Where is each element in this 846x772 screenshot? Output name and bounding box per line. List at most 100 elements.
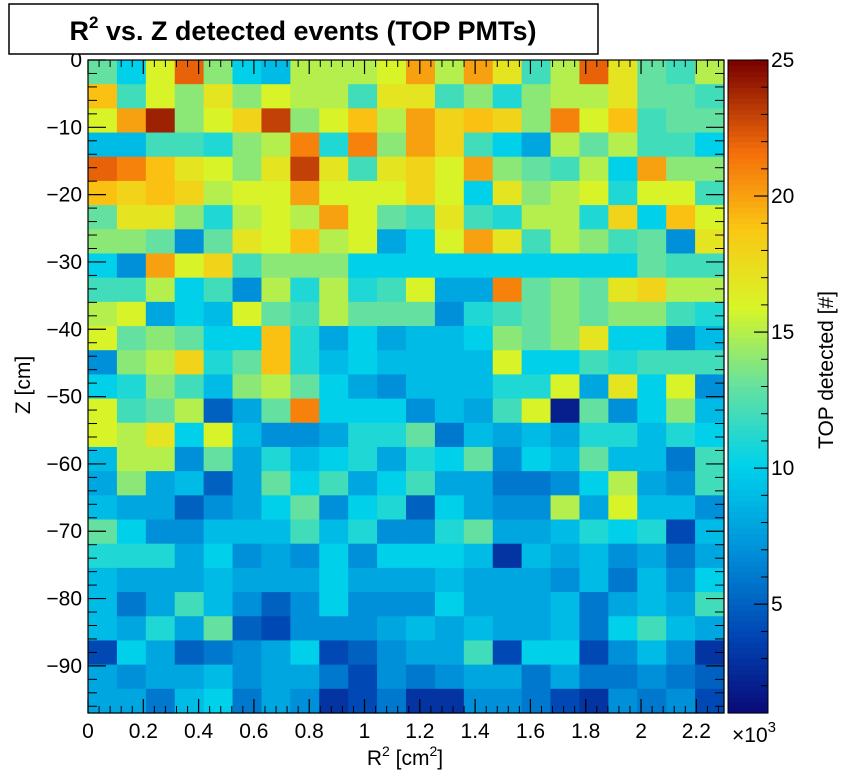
heatmap-cell	[174, 446, 205, 472]
heatmap-cell	[377, 277, 407, 303]
heatmap-cell	[608, 301, 638, 327]
heatmap-cell	[261, 616, 291, 642]
heatmap-cell	[290, 374, 320, 400]
palette-swatch	[728, 353, 768, 360]
palette-swatch	[728, 647, 768, 654]
palette-swatch	[728, 76, 768, 83]
heatmap-cell	[203, 132, 234, 158]
heatmap-cell	[319, 374, 349, 400]
heatmap-cell	[290, 326, 320, 351]
palette-swatch	[728, 533, 768, 540]
heatmap-cell	[145, 229, 176, 255]
heatmap-cell	[695, 277, 725, 303]
palette-swatch	[728, 326, 768, 333]
palette-swatch	[728, 451, 768, 458]
heatmap-cell	[174, 350, 205, 376]
heatmap-cell	[290, 277, 320, 303]
heatmap-cell	[145, 567, 176, 593]
heatmap-cell	[88, 592, 118, 617]
palette-swatch	[728, 544, 768, 551]
heatmap-cell	[695, 350, 725, 376]
heatmap-cell	[145, 422, 176, 448]
heatmap-cell	[232, 640, 263, 666]
heatmap-cell	[695, 156, 725, 182]
heatmap-cell	[319, 229, 349, 255]
heatmap-cell	[434, 398, 465, 424]
heatmap-cell	[377, 592, 407, 617]
palette-swatch	[728, 261, 768, 268]
heatmap-cell	[174, 422, 205, 448]
heatmap-cell	[637, 156, 667, 182]
heatmap-cell	[579, 180, 609, 206]
heatmap-cell	[261, 229, 291, 255]
palette-swatch	[728, 364, 768, 371]
heatmap-cell	[174, 519, 205, 545]
heatmap-cell	[145, 108, 176, 134]
heatmap-cell	[290, 446, 320, 472]
heatmap-cell	[608, 253, 638, 279]
heatmap-cell	[261, 567, 291, 593]
heatmap-cell	[637, 543, 667, 569]
heatmap-cell	[116, 374, 147, 400]
heatmap-cell	[521, 326, 552, 351]
x-tick-label: 0	[82, 720, 94, 743]
heatmap-cell	[521, 519, 552, 545]
heatmap-cell	[579, 60, 609, 85]
heatmap-cell	[434, 108, 465, 134]
heatmap-cell	[203, 422, 234, 448]
heatmap-cell	[174, 156, 205, 182]
heatmap-cell	[550, 640, 581, 666]
heatmap-cell	[463, 301, 494, 327]
heatmap-cell	[348, 205, 378, 230]
heatmap-cell	[695, 422, 725, 448]
palette-swatch	[728, 555, 768, 562]
heatmap-cell	[174, 567, 205, 593]
x-tick-label: 0.2	[129, 720, 158, 743]
palette-swatch	[728, 223, 768, 230]
heatmap-cell	[637, 398, 667, 424]
palette-swatch	[728, 615, 768, 622]
heatmap-cell	[637, 180, 667, 206]
palette-swatch	[728, 288, 768, 295]
palette-swatch	[728, 566, 768, 573]
palette-swatch	[728, 190, 768, 197]
heatmap-cell	[261, 592, 291, 617]
heatmap-cell	[406, 567, 436, 593]
heatmap-cell	[406, 205, 436, 230]
heatmap-cell	[492, 664, 523, 690]
y-tick-label: −80	[46, 588, 82, 611]
heatmap-cell	[377, 664, 407, 690]
heatmap-cell	[319, 471, 349, 496]
heatmap-cell	[695, 471, 725, 496]
x-tick-label: 1.2	[405, 720, 434, 743]
palette-swatch	[728, 707, 768, 714]
heatmap-cell	[377, 567, 407, 593]
heatmap-cell	[463, 374, 494, 400]
heatmap-cell	[434, 446, 465, 472]
palette-swatch	[728, 370, 768, 377]
heatmap-cell	[116, 422, 147, 448]
heatmap-cell	[666, 156, 696, 182]
palette-swatch	[728, 620, 768, 627]
heatmap-cell	[261, 156, 291, 182]
heatmap-cell	[550, 253, 581, 279]
heatmap-cell	[406, 301, 436, 327]
heatmap-cell	[521, 398, 552, 424]
palette-swatch	[728, 277, 768, 284]
heatmap-cell	[608, 519, 638, 545]
color-palette	[727, 59, 769, 714]
heatmap-cell	[377, 519, 407, 545]
heatmap-cell	[319, 350, 349, 376]
heatmap-cell	[88, 616, 118, 642]
heatmap-cell	[203, 229, 234, 255]
palette-swatch	[728, 669, 768, 676]
heatmap-cell	[492, 422, 523, 448]
heatmap-cell	[406, 640, 436, 666]
palette-swatch	[728, 549, 768, 556]
heatmap-cell	[550, 60, 581, 85]
heatmap-cell	[174, 592, 205, 617]
y-tick-label: −50	[46, 386, 82, 409]
heatmap-cell	[290, 132, 320, 158]
heatmap-cell	[232, 616, 263, 642]
heatmap-cell	[550, 326, 581, 351]
